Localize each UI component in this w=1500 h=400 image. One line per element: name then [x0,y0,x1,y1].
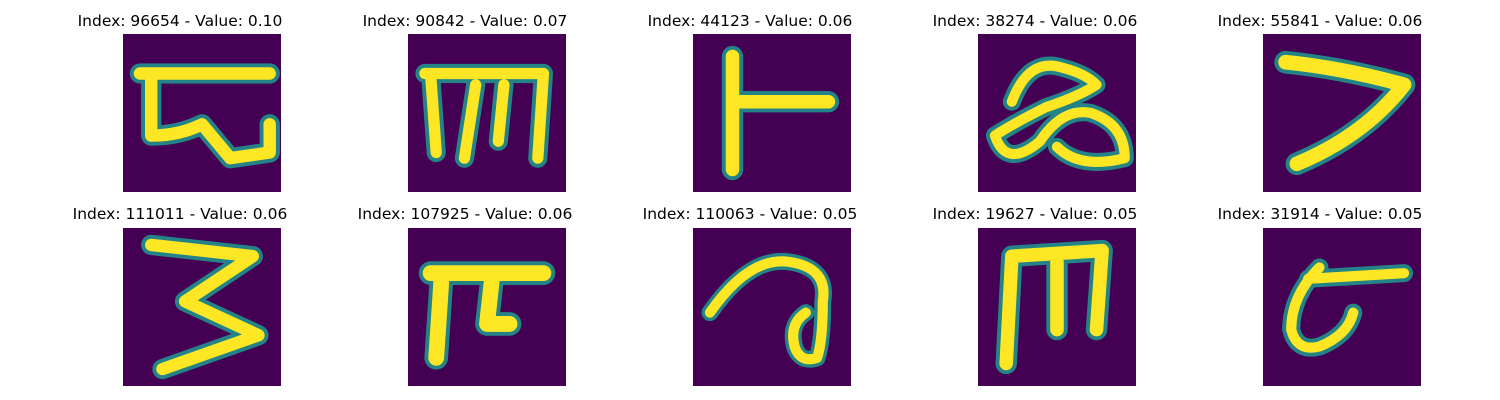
panel-title: Index: 55841 - Value: 0.06 [1217,12,1423,30]
panel-1: Index: 96654 - Value: 0.10 [30,12,330,202]
glyph-image [978,228,1136,386]
panel-title: Index: 19627 - Value: 0.05 [932,205,1138,223]
panel-9: Index: 19627 - Value: 0.05 [885,205,1185,395]
panel-title: Index: 44123 - Value: 0.06 [647,12,853,30]
glyph-image [408,34,566,192]
panel-title: Index: 31914 - Value: 0.05 [1217,205,1423,223]
panel-6: Index: 111011 - Value: 0.06 [30,205,330,395]
glyph-image [123,228,281,386]
panel-title: Index: 110063 - Value: 0.05 [642,205,858,223]
panel-4: Index: 38274 - Value: 0.06 [885,12,1185,202]
panel-title: Index: 90842 - Value: 0.07 [362,12,568,30]
panel-title: Index: 96654 - Value: 0.10 [77,12,283,30]
panel-title: Index: 38274 - Value: 0.06 [932,12,1138,30]
panel-title: Index: 107925 - Value: 0.06 [357,205,573,223]
panel-8: Index: 110063 - Value: 0.05 [600,205,900,395]
glyph-image [693,34,851,192]
panel-5: Index: 55841 - Value: 0.06 [1170,12,1470,202]
panel-3: Index: 44123 - Value: 0.06 [600,12,900,202]
glyph-image [1263,228,1421,386]
glyph-image [408,228,566,386]
panel-7: Index: 107925 - Value: 0.06 [315,205,615,395]
panel-10: Index: 31914 - Value: 0.05 [1170,205,1470,395]
panel-2: Index: 90842 - Value: 0.07 [315,12,615,202]
glyph-image [1263,34,1421,192]
glyph-image [693,228,851,386]
panel-title: Index: 111011 - Value: 0.06 [72,205,288,223]
glyph-image [978,34,1136,192]
glyph-image [123,34,281,192]
